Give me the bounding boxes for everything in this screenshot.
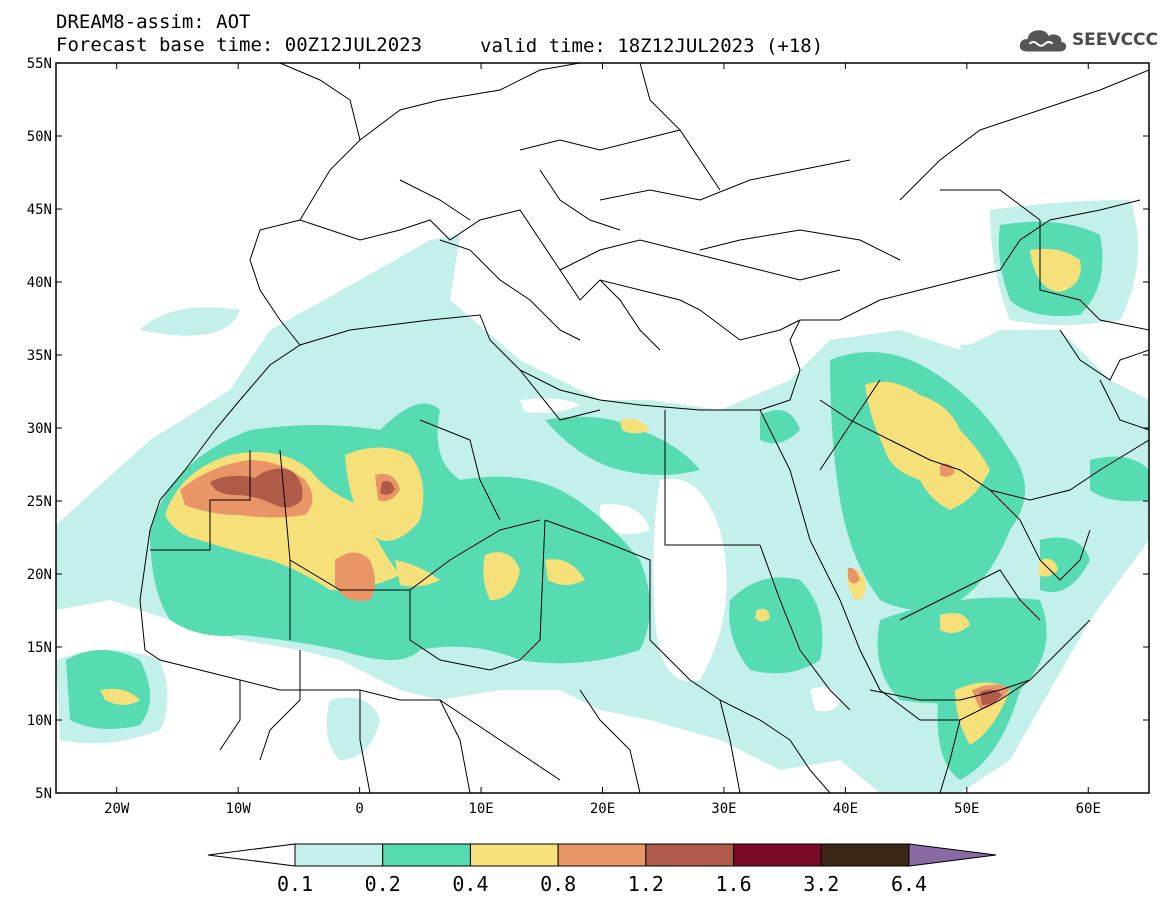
lon-tick-label: 60E bbox=[1076, 801, 1101, 817]
colorbar-swatch bbox=[294, 843, 384, 867]
lon-tick-label: 10E bbox=[468, 801, 493, 817]
colorbar-swatch bbox=[645, 843, 735, 867]
lat-tick-label: 50N bbox=[27, 129, 52, 145]
aot-map: 55N 50N 45N 40N 35N 30N 25N 20N 15N 10N 5N 20W 10W 0 1… bbox=[27, 56, 1150, 817]
colorbar-label: 1.2 bbox=[628, 872, 664, 896]
country-borders bbox=[139, 63, 1149, 793]
lon-tick-label: 30E bbox=[711, 801, 736, 817]
lat-tick-label: 30N bbox=[27, 421, 52, 437]
lon-tick-label: 0 bbox=[355, 801, 363, 817]
lon-tick-label: 10W bbox=[226, 801, 252, 817]
logo-text: SEEVCCC bbox=[1071, 30, 1158, 50]
cloud-icon bbox=[1019, 30, 1067, 52]
colorbar-swatch bbox=[382, 843, 471, 867]
lat-tick-label: 10N bbox=[27, 713, 52, 729]
lat-tick-label: 5N bbox=[35, 786, 52, 802]
lon-tick-label: 20W bbox=[104, 801, 130, 817]
lon-tick-label: 20E bbox=[590, 801, 615, 817]
colorbar-label: 0.2 bbox=[365, 872, 401, 896]
colorbar-label: 1.6 bbox=[716, 872, 752, 896]
lat-tick-label: 35N bbox=[27, 348, 52, 364]
colorbar-under-triangle bbox=[207, 843, 296, 867]
map-title: DREAM8-assim: AOT bbox=[56, 11, 251, 33]
colorbar-swatch bbox=[820, 843, 910, 867]
colorbar-label: 0.8 bbox=[540, 872, 576, 896]
lon-tick-label: 50E bbox=[954, 801, 979, 817]
lat-tick-label: 45N bbox=[27, 202, 52, 218]
seevccc-logo: SEEVCCC bbox=[1018, 25, 1158, 55]
colorbar-over-triangle bbox=[908, 843, 997, 867]
colorbar-label: 0.4 bbox=[452, 872, 488, 896]
colorbar-label: 0.1 bbox=[277, 872, 313, 896]
lat-tick-label: 55N bbox=[27, 56, 52, 72]
lat-tick-label: 20N bbox=[27, 567, 52, 583]
lat-tick-label: 40N bbox=[27, 275, 52, 291]
forecast-base-time: Forecast base time: 00Z12JUL2023 bbox=[56, 34, 423, 56]
colorbar-label: 3.2 bbox=[803, 872, 839, 896]
aot-contours bbox=[56, 63, 1149, 793]
colorbar-swatch bbox=[469, 843, 559, 867]
lat-tick-label: 25N bbox=[27, 494, 52, 510]
valid-time: valid time: 18Z12JUL2023 (+18) bbox=[480, 35, 824, 57]
colorbar-swatch bbox=[733, 843, 822, 867]
colorbar-label: 6.4 bbox=[891, 872, 927, 896]
lat-tick-label: 15N bbox=[27, 640, 52, 656]
lon-tick-label: 40E bbox=[833, 801, 858, 817]
map-axes: 55N 50N 45N 40N 35N 30N 25N 20N 15N 10N 5N 20W 10W 0 1… bbox=[27, 56, 1149, 817]
colorbar-swatch bbox=[557, 843, 647, 867]
